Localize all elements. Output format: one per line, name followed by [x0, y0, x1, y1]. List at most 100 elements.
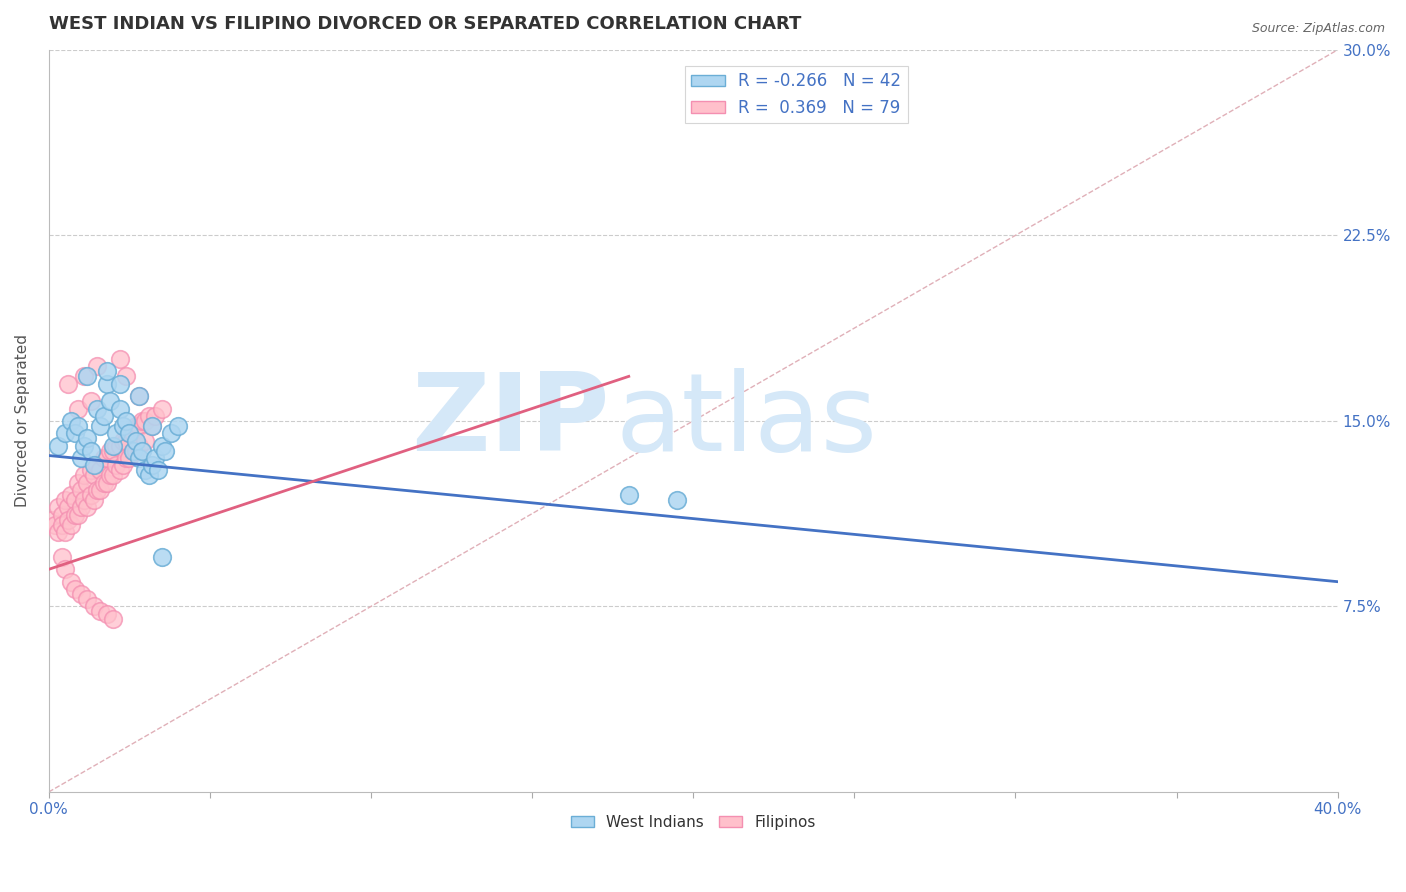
Point	[125, 443, 148, 458]
Text: ZIP: ZIP	[411, 368, 609, 474]
Point	[76, 592, 98, 607]
Point	[131, 443, 153, 458]
Point	[63, 426, 86, 441]
Point	[56, 376, 79, 391]
Point	[105, 426, 128, 441]
Point	[48, 500, 70, 515]
Point	[83, 458, 105, 473]
Point	[63, 493, 86, 508]
Point	[60, 574, 83, 589]
Point	[53, 426, 76, 441]
Point	[73, 468, 96, 483]
Point	[108, 463, 131, 477]
Point	[141, 418, 163, 433]
Point	[76, 431, 98, 445]
Point	[103, 468, 125, 483]
Point	[128, 389, 150, 403]
Point	[83, 599, 105, 614]
Point	[150, 401, 173, 416]
Point	[108, 352, 131, 367]
Point	[121, 426, 143, 441]
Point	[73, 439, 96, 453]
Point	[89, 483, 111, 498]
Point	[70, 450, 93, 465]
Point	[148, 463, 170, 477]
Point	[41, 513, 63, 527]
Point	[44, 517, 66, 532]
Point	[143, 450, 166, 465]
Point	[138, 409, 160, 423]
Point	[118, 450, 141, 465]
Point	[76, 369, 98, 384]
Point	[111, 434, 134, 448]
Point	[108, 401, 131, 416]
Point	[53, 525, 76, 540]
Point	[53, 493, 76, 508]
Point	[51, 549, 73, 564]
Point	[617, 488, 640, 502]
Point	[86, 401, 108, 416]
Point	[121, 443, 143, 458]
Point	[66, 475, 89, 490]
Point	[105, 439, 128, 453]
Point	[86, 458, 108, 473]
Point	[108, 439, 131, 453]
Point	[73, 493, 96, 508]
Point	[153, 443, 176, 458]
Point	[128, 389, 150, 403]
Point	[111, 418, 134, 433]
Point	[128, 418, 150, 433]
Point	[141, 418, 163, 433]
Point	[150, 439, 173, 453]
Point	[103, 612, 125, 626]
Point	[66, 401, 89, 416]
Point	[111, 458, 134, 473]
Point	[131, 414, 153, 428]
Point	[96, 364, 118, 378]
Point	[73, 369, 96, 384]
Point	[160, 426, 183, 441]
Point	[96, 376, 118, 391]
Point	[93, 475, 115, 490]
Text: Source: ZipAtlas.com: Source: ZipAtlas.com	[1251, 22, 1385, 36]
Text: WEST INDIAN VS FILIPINO DIVORCED OR SEPARATED CORRELATION CHART: WEST INDIAN VS FILIPINO DIVORCED OR SEPA…	[49, 15, 801, 33]
Point	[48, 439, 70, 453]
Point	[79, 443, 101, 458]
Point	[79, 488, 101, 502]
Point	[60, 414, 83, 428]
Point	[150, 549, 173, 564]
Point	[115, 369, 138, 384]
Point	[56, 513, 79, 527]
Point	[134, 463, 156, 477]
Point	[166, 418, 188, 433]
Point	[70, 483, 93, 498]
Point	[56, 500, 79, 515]
Point	[89, 418, 111, 433]
Point	[121, 443, 143, 458]
Point	[89, 604, 111, 618]
Y-axis label: Divorced or Separated: Divorced or Separated	[15, 334, 30, 508]
Point	[115, 434, 138, 448]
Point	[118, 426, 141, 441]
Point	[98, 468, 121, 483]
Point	[86, 359, 108, 374]
Point	[63, 582, 86, 596]
Point	[96, 450, 118, 465]
Point	[76, 500, 98, 515]
Point	[79, 394, 101, 409]
Point	[115, 450, 138, 465]
Point	[98, 443, 121, 458]
Point	[103, 439, 125, 453]
Point	[79, 463, 101, 477]
Point	[128, 450, 150, 465]
Point	[53, 562, 76, 576]
Point	[76, 475, 98, 490]
Point	[83, 468, 105, 483]
Text: atlas: atlas	[616, 368, 877, 474]
Point	[138, 468, 160, 483]
Point	[66, 508, 89, 522]
Point	[60, 488, 83, 502]
Point	[666, 493, 689, 508]
Point	[115, 414, 138, 428]
Point	[105, 458, 128, 473]
